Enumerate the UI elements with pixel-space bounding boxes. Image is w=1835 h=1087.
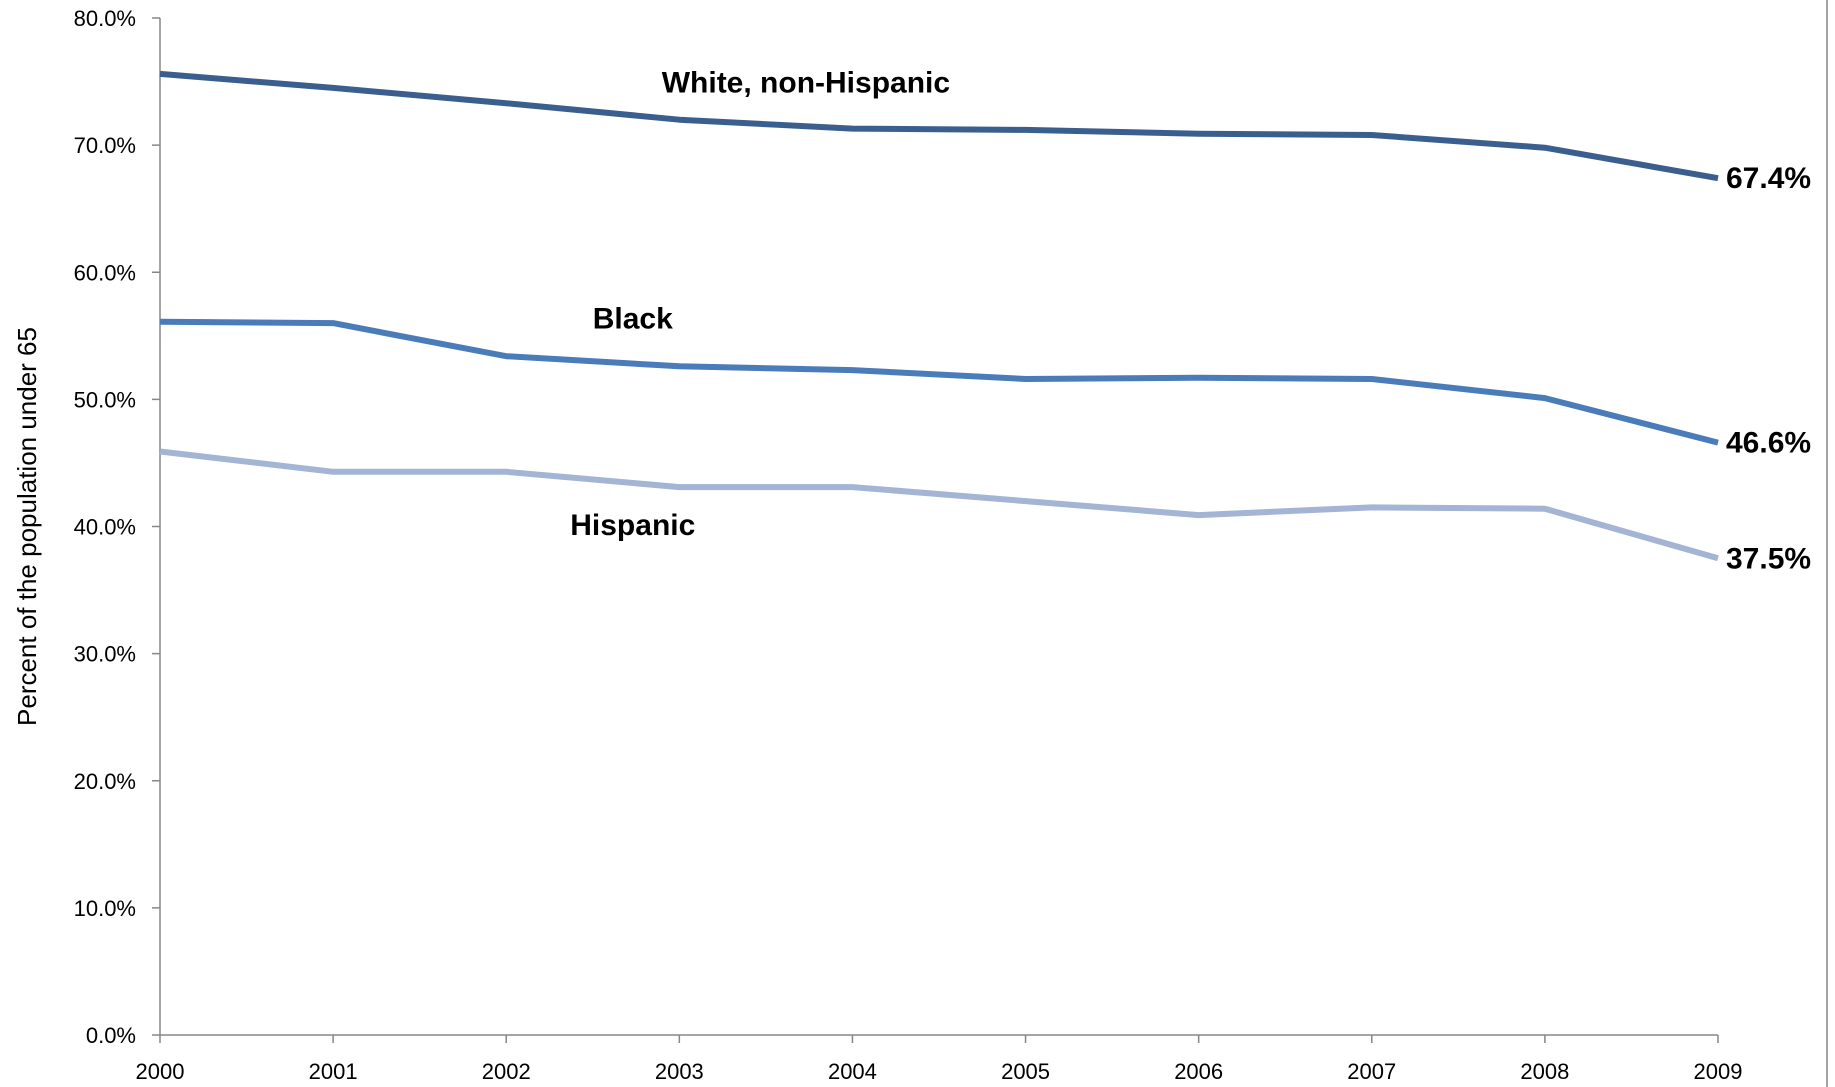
y-tick-label: 10.0% xyxy=(74,896,136,921)
x-tick-label: 2002 xyxy=(482,1059,531,1084)
series-lines xyxy=(159,70,1719,562)
y-tick-label: 80.0% xyxy=(74,6,136,31)
chart-frame xyxy=(159,0,1828,1087)
y-tick-label: 60.0% xyxy=(74,260,136,285)
x-tick-label: 2000 xyxy=(136,1059,185,1084)
x-axis-ticks: 2000 2001 2002 2003 2004 2005 2006 2007 2008 2009 xyxy=(136,1035,1743,1084)
x-tick-label: 2001 xyxy=(309,1059,358,1084)
y-tick-label: 70.0% xyxy=(74,133,136,158)
x-tick-label: 2007 xyxy=(1347,1059,1396,1084)
end-value-label: 67.4% xyxy=(1726,162,1811,195)
series-line xyxy=(159,448,1719,562)
series-line xyxy=(159,318,1719,446)
series-line xyxy=(159,70,1719,182)
y-axis-title: Percent of the population under 65 xyxy=(12,327,42,726)
y-tick-label: 0.0% xyxy=(86,1023,136,1048)
x-tick-label: 2003 xyxy=(655,1059,704,1084)
x-tick-label: 2008 xyxy=(1520,1059,1569,1084)
x-tick-label: 2005 xyxy=(1001,1059,1050,1084)
x-tick-label: 2009 xyxy=(1694,1059,1743,1084)
y-tick-label: 20.0% xyxy=(74,769,136,794)
x-tick-label: 2004 xyxy=(828,1059,877,1084)
end-value-label: 46.6% xyxy=(1726,427,1811,460)
y-axis-ticks: 0.0% 10.0% 20.0% 30.0% 40.0% 50.0% 60.0% 70.0% 8… xyxy=(74,6,160,1048)
y-tick-label: 40.0% xyxy=(74,515,136,540)
end-value-label: 37.5% xyxy=(1726,542,1811,575)
series-name-label: White, non-Hispanic xyxy=(662,67,950,100)
series-name-label: Hispanic xyxy=(570,509,695,542)
y-tick-label: 30.0% xyxy=(74,642,136,667)
series-name-label: Black xyxy=(593,302,673,335)
y-tick-label: 50.0% xyxy=(74,387,136,412)
x-tick-label: 2006 xyxy=(1174,1059,1223,1084)
series-labels: White, non-Hispanic 67.4% Black 46.6% Hispan… xyxy=(570,67,1811,576)
